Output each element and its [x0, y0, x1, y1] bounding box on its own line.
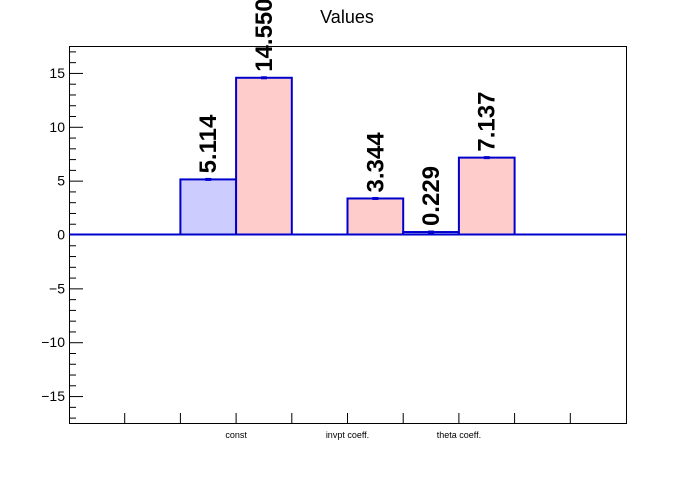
x-category-label: const	[225, 430, 247, 440]
x-axis: const invpt coeff. theta coeff.	[124, 413, 571, 440]
bar-value-label: 7.137	[474, 92, 501, 152]
y-tick-label: −15	[41, 388, 65, 404]
y-tick-label: −10	[41, 334, 65, 350]
bar-value-label: 14.550	[251, 0, 278, 72]
chart-title: Values	[320, 7, 374, 27]
bar-value-label: 5.114	[195, 114, 222, 173]
y-axis: −15 −10 −5 0 5 10 15	[41, 51, 83, 419]
y-tick-label: 15	[49, 65, 65, 81]
bar	[346, 197, 405, 236]
bars	[69, 76, 626, 236]
x-category-label: theta coeff.	[437, 430, 481, 440]
bar-value-label: 3.344	[362, 132, 389, 193]
bar-value-label: 0.229	[418, 166, 445, 226]
x-category-label: invpt coeff.	[326, 430, 369, 440]
bar	[235, 76, 293, 236]
bar	[457, 156, 516, 236]
y-tick-label: 10	[49, 119, 65, 135]
bar	[179, 178, 238, 236]
y-tick-label: 5	[57, 173, 65, 189]
y-tick-label: 0	[57, 227, 65, 243]
value-labels: 5.114 14.550 3.344 0.229 7.137	[195, 0, 501, 226]
y-tick-label: −5	[49, 280, 65, 296]
